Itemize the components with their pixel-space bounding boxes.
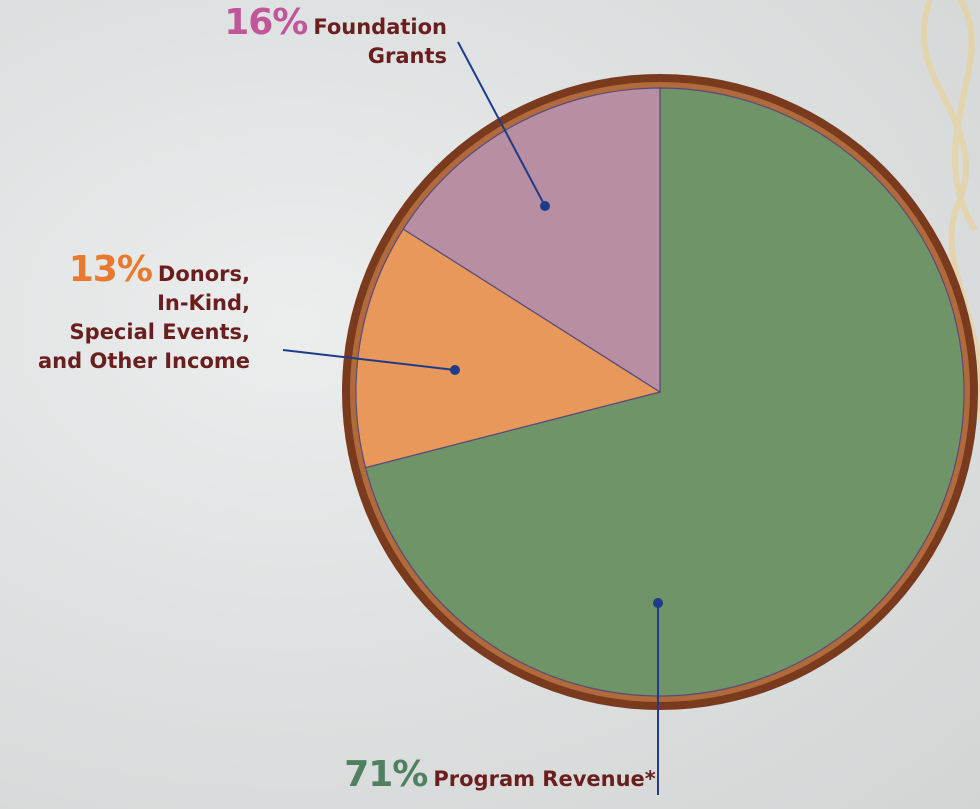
leader-dot (450, 365, 460, 375)
percent: 71% (344, 754, 427, 795)
slice-label: 71%Program Revenue* (300, 760, 700, 794)
slice-label: 13%Donors, In-Kind, Special Events, and … (0, 255, 250, 376)
leader-dot (653, 598, 663, 608)
leader-dot (540, 201, 550, 211)
page: 71%Program Revenue* 13%Donors, In-Kind, … (0, 0, 980, 809)
percent: 13% (69, 249, 152, 290)
chart (0, 0, 980, 809)
percent: 16% (224, 2, 307, 43)
slice-label: 16%Foundation Grants (147, 8, 447, 71)
category: Foundation Grants (313, 15, 447, 68)
category: Program Revenue* (433, 767, 655, 791)
